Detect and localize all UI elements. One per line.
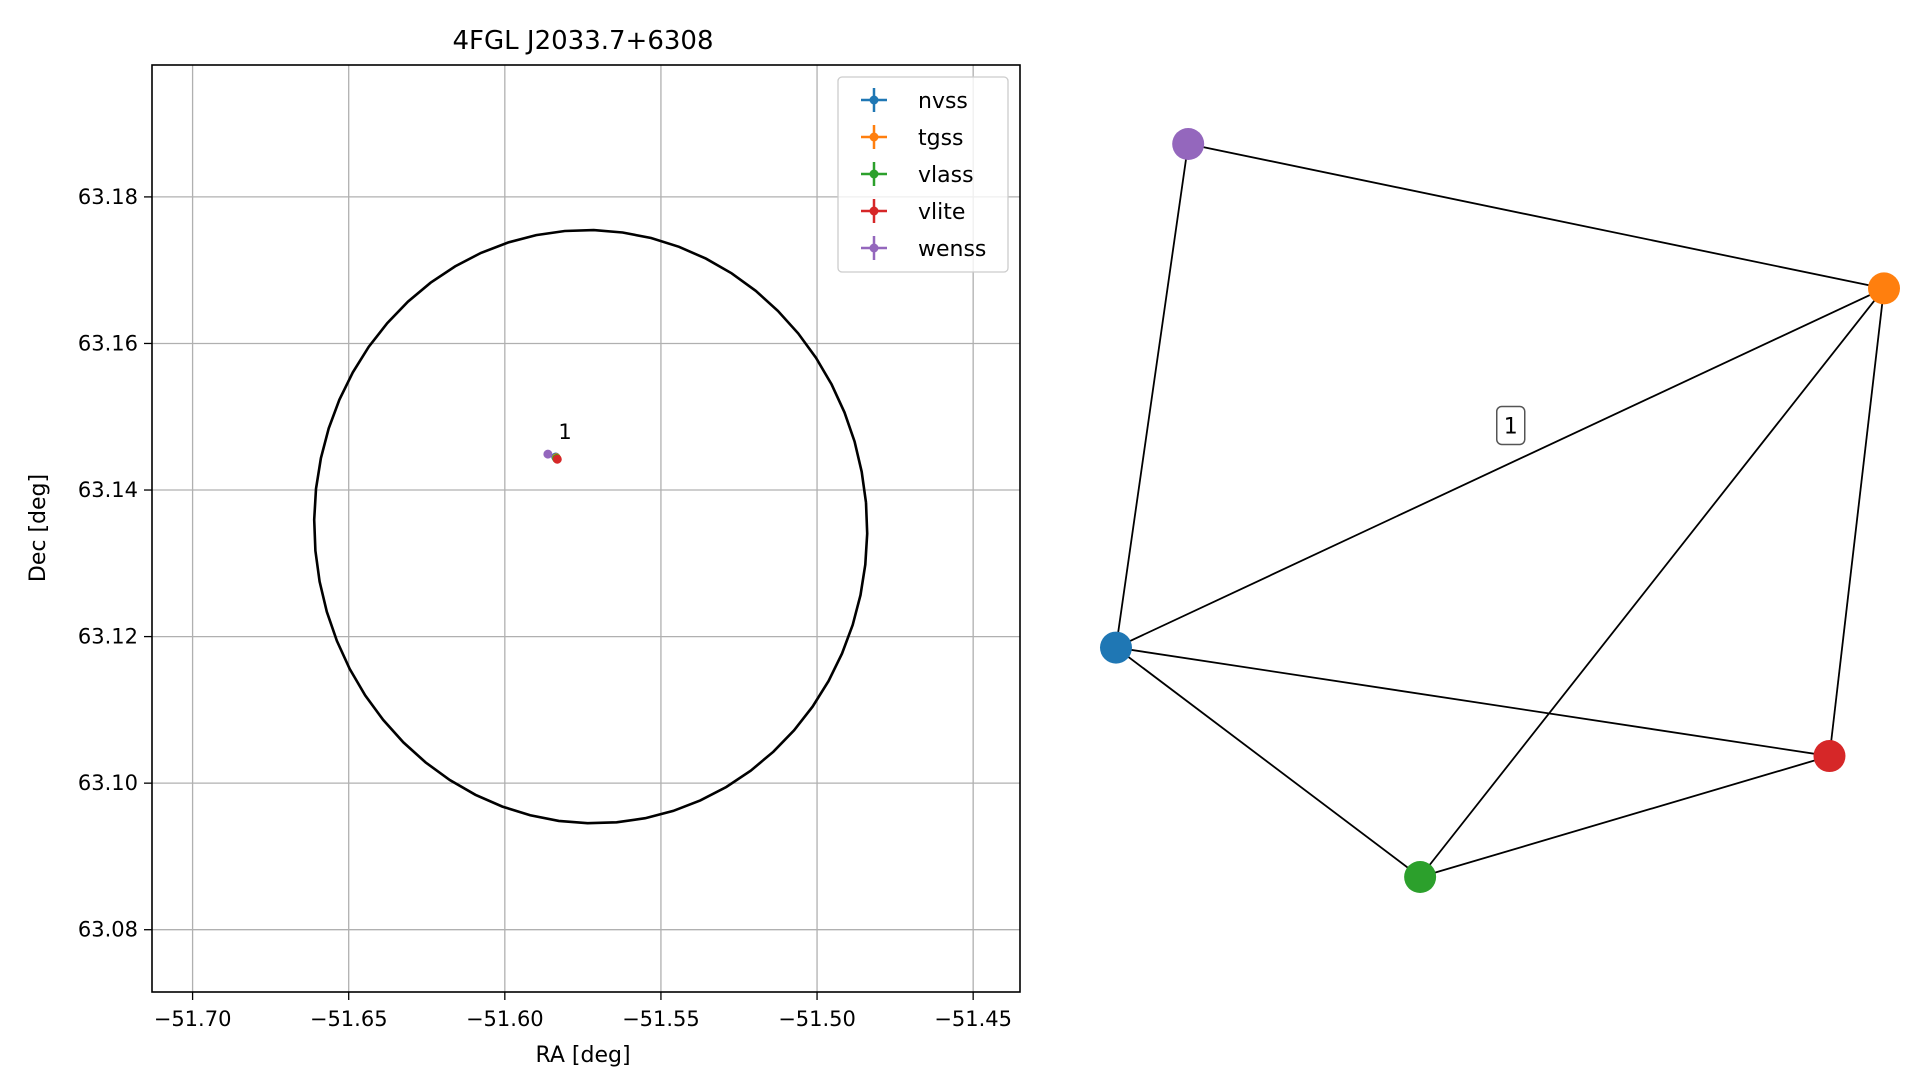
grid-lines — [152, 65, 1020, 992]
points-group — [543, 449, 562, 464]
legend-marker-dot — [869, 243, 879, 253]
legend-marker-dot — [869, 132, 879, 142]
edge-wenss-tgss — [1188, 143, 1885, 290]
x-tick-label: −51.60 — [466, 1007, 544, 1031]
legend-marker-dot — [869, 169, 879, 179]
legend-label: vlass — [918, 163, 974, 188]
edge-wenss-nvss — [1115, 143, 1190, 648]
point-wenss — [543, 449, 553, 459]
x-axis-label: RA [deg] — [535, 1043, 630, 1068]
edge-nvss-tgss — [1115, 287, 1885, 649]
chart-title: 4FGL J2033.7+6308 — [453, 26, 714, 56]
x-tick-label: −51.65 — [310, 1007, 388, 1031]
x-axis-ticks: −51.70 −51.65 −51.60 −51.55 −51.50 −51.45 — [154, 992, 1012, 1031]
node-vlass — [1404, 861, 1437, 893]
edge-tgss-vlite — [1828, 288, 1885, 757]
x-tick-label: −51.70 — [154, 1007, 232, 1031]
x-tick-label: −51.55 — [622, 1007, 700, 1031]
node-tgss — [1868, 272, 1900, 305]
error-ellipse — [312, 228, 869, 825]
legend: nvss tgss vlass vlite wenss — [837, 76, 1009, 273]
node-wenss — [1172, 128, 1205, 160]
legend-label: nvss — [918, 89, 968, 114]
y-tick-label: 63.08 — [78, 918, 138, 942]
network-panel: 1 — [1100, 128, 1900, 893]
legend-box — [837, 76, 1009, 273]
node-nvss — [1100, 631, 1132, 664]
error-ellipse-group — [312, 228, 869, 825]
node-vlite — [1813, 740, 1846, 773]
y-axis-label: Dec [deg] — [26, 474, 51, 582]
legend-entry-tgss: tgss — [861, 125, 964, 151]
y-tick-label: 63.12 — [78, 625, 138, 649]
legend-label: wenss — [918, 237, 986, 262]
point-vlite — [552, 454, 562, 464]
legend-label: vlite — [918, 200, 965, 225]
y-tick-label: 63.14 — [78, 478, 138, 502]
edge-nvss-vlite — [1115, 646, 1830, 757]
point-annotation: 1 — [558, 420, 571, 444]
plot-frame — [151, 64, 1021, 993]
legend-marker-dot — [869, 95, 879, 105]
legend-entry-vlass: vlass — [861, 162, 974, 188]
y-tick-label: 63.18 — [78, 185, 138, 209]
network-label: 1 — [1504, 414, 1518, 439]
legend-marker-dot — [869, 206, 879, 216]
legend-entry-wenss: wenss — [861, 236, 986, 262]
network-edges — [1115, 143, 1885, 878]
x-tick-label: −51.45 — [934, 1007, 1012, 1031]
legend-entry-vlite: vlite — [861, 199, 965, 225]
legend-entry-nvss: nvss — [861, 88, 968, 114]
edge-vlass-vlite — [1419, 755, 1830, 878]
y-tick-label: 63.10 — [78, 771, 138, 795]
y-tick-label: 63.16 — [78, 331, 138, 355]
x-tick-label: −51.50 — [778, 1007, 856, 1031]
edge-vlass-tgss — [1419, 287, 1885, 878]
y-axis-ticks: 63.08 63.10 63.12 63.14 63.16 63.18 — [78, 185, 152, 942]
legend-label: tgss — [918, 126, 964, 151]
network-nodes — [1100, 128, 1900, 893]
network-label-box — [1496, 405, 1526, 446]
edge-nvss-vlass — [1115, 646, 1421, 878]
network-label-group: 1 — [1496, 405, 1526, 446]
